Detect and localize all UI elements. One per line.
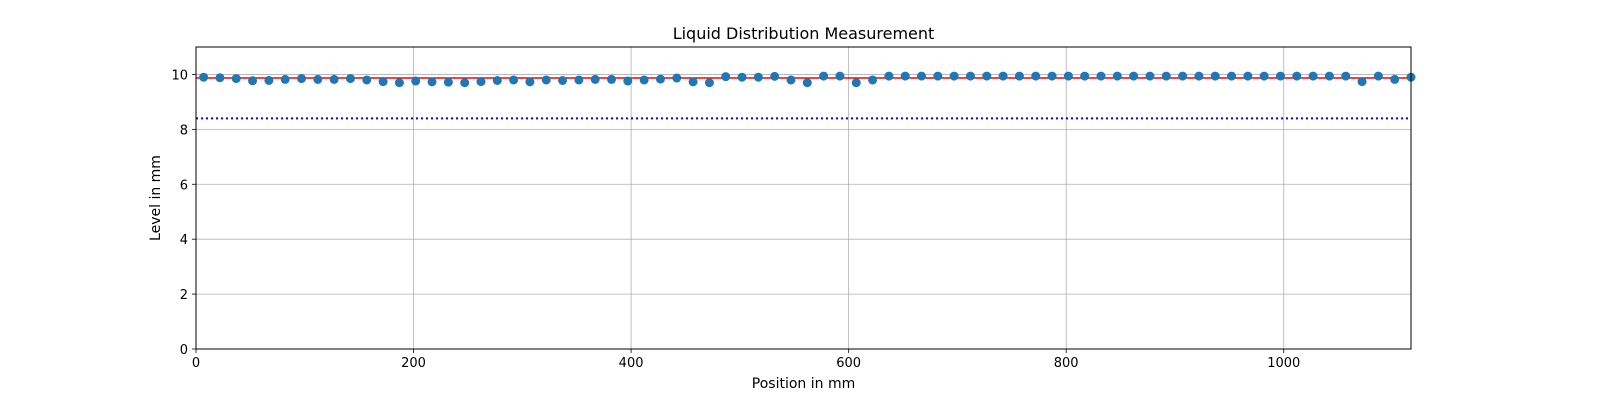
data-point [411, 76, 421, 86]
data-point [1096, 71, 1106, 81]
data-point [329, 74, 339, 84]
data-point [1341, 71, 1351, 81]
data-point [982, 71, 992, 81]
data-points [199, 71, 1416, 88]
data-point [917, 71, 927, 81]
data-point [672, 73, 682, 83]
data-point [1390, 74, 1400, 84]
plot-area-frame [195, 46, 1412, 350]
data-point [541, 75, 551, 85]
data-point [280, 74, 290, 84]
data-point [1194, 71, 1204, 81]
data-point [819, 71, 829, 81]
data-point [607, 74, 617, 84]
data-point [362, 75, 372, 85]
x-axis-title: Position in mm [752, 376, 855, 392]
data-point [1357, 77, 1367, 87]
reference-lines [196, 77, 1411, 120]
data-point [623, 76, 633, 86]
data-point [590, 74, 600, 84]
data-point [231, 74, 241, 84]
data-point [639, 75, 649, 85]
data-point [1145, 71, 1155, 81]
data-point [884, 71, 894, 81]
data-point [721, 72, 731, 82]
data-point [688, 77, 698, 87]
data-point [1178, 71, 1188, 81]
data-point [1047, 71, 1057, 81]
grid-layer [196, 47, 1411, 349]
y-tick-label: 6 [180, 178, 188, 193]
x-tick-label: 400 [619, 356, 644, 371]
data-point [868, 75, 878, 85]
data-point [574, 75, 584, 85]
data-point [525, 77, 535, 87]
data-point [476, 77, 486, 87]
y-tick-label: 10 [171, 68, 188, 83]
x-tick-label: 800 [1054, 356, 1079, 371]
data-point [394, 78, 404, 88]
y-axis-title: Level in mm [148, 155, 164, 241]
x-tick-label: 0 [192, 356, 200, 371]
data-point [1259, 71, 1269, 81]
data-point [1161, 71, 1171, 81]
y-tick-label: 2 [180, 288, 188, 303]
data-point [753, 72, 763, 82]
data-point [1292, 71, 1302, 81]
data-point [199, 72, 209, 82]
data-point [851, 78, 861, 88]
y-axis-ticks: 0 2 4 6 8 10 [171, 68, 196, 358]
data-point [1080, 71, 1090, 81]
data-point [460, 78, 470, 88]
data-point [770, 71, 780, 81]
data-point [949, 71, 959, 81]
data-point [345, 74, 355, 84]
data-point [655, 74, 665, 84]
y-tick-label: 4 [180, 233, 188, 248]
data-point [737, 72, 747, 82]
data-point [1373, 71, 1383, 81]
chart-title: Liquid Distribution Measurement [673, 24, 935, 43]
data-point [998, 71, 1008, 81]
data-point [1210, 71, 1220, 81]
data-point [558, 75, 568, 85]
data-point [835, 71, 845, 81]
x-tick-label: 600 [836, 356, 861, 371]
data-point [215, 73, 225, 83]
data-point [378, 77, 388, 87]
data-point [509, 75, 519, 85]
y-tick-label: 8 [180, 123, 188, 138]
data-point [965, 71, 975, 81]
x-tick-label: 1000 [1267, 356, 1300, 371]
data-point [248, 76, 258, 86]
x-tick-label: 200 [401, 356, 426, 371]
data-point [443, 77, 453, 87]
data-point [1243, 71, 1253, 81]
data-point [1063, 71, 1073, 81]
data-point [297, 74, 307, 84]
data-point [1227, 71, 1237, 81]
data-point [427, 77, 437, 87]
x-axis-ticks: 0 200 400 600 800 1000 [192, 349, 1300, 371]
data-point [802, 78, 812, 88]
y-tick-label: 0 [180, 343, 188, 358]
data-point [313, 74, 323, 84]
data-point [900, 71, 910, 81]
data-point [786, 75, 796, 85]
data-point [1324, 71, 1334, 81]
data-point [1129, 71, 1139, 81]
data-point [1308, 71, 1318, 81]
data-point [704, 78, 714, 88]
data-point [1275, 71, 1285, 81]
data-point [1014, 71, 1024, 81]
data-point [264, 75, 274, 85]
data-point [933, 71, 943, 81]
data-point [1112, 71, 1122, 81]
data-point [1031, 71, 1041, 81]
data-point [492, 75, 502, 85]
